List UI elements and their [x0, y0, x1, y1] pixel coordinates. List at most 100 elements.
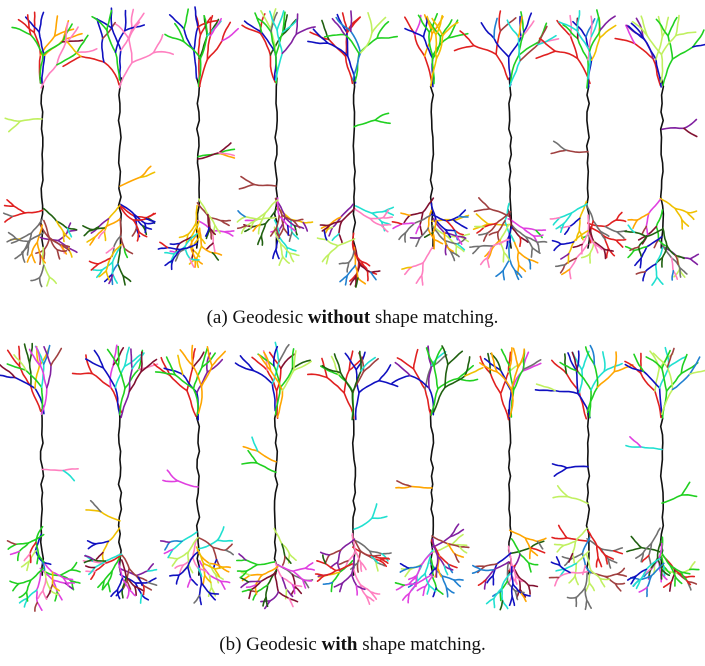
basal-dendrite: [690, 254, 698, 258]
oblique-dendrite: [63, 471, 74, 481]
apical-dendrite: [296, 14, 297, 34]
basal-dendrite: [587, 600, 591, 608]
basal-dendrite: [553, 241, 562, 245]
basal-dendrite: [550, 218, 559, 219]
apical-dendrite: [592, 38, 600, 60]
basal-dendrite: [357, 586, 358, 595]
basal-dendrite: [425, 573, 429, 585]
basal-dendrite: [530, 550, 531, 559]
apical-dendrite: [120, 50, 121, 78]
apical-dendrite: [436, 35, 437, 59]
apical-dendrite: [35, 366, 39, 389]
basal-dendrite: [642, 226, 646, 234]
basal-dendrite: [316, 574, 325, 576]
apical-dendrite: [194, 27, 198, 50]
basal-dendrite: [573, 245, 582, 248]
basal-dendrite: [177, 575, 179, 584]
basal-dendrite: [339, 221, 342, 234]
basal-dendrite: [108, 583, 110, 592]
oblique-dendrite: [217, 527, 224, 540]
basal-dendrite: [371, 271, 380, 272]
basal-dendrite: [148, 578, 156, 582]
apical-dendrite: [576, 371, 578, 394]
basal-dendrite: [7, 200, 14, 206]
basal-dendrite: [568, 597, 577, 598]
apical-dendrite: [141, 352, 142, 372]
basal-dendrite: [436, 556, 438, 568]
apical-dendrite: [499, 11, 500, 31]
basal-dendrite: [321, 552, 330, 555]
apical-dendrite: [514, 348, 518, 367]
basal-dendrite: [605, 574, 617, 576]
apical-dendrite: [47, 365, 51, 388]
oblique-dendrite: [510, 548, 531, 554]
oblique-dendrite: [354, 120, 375, 127]
basal-dendrite: [305, 568, 314, 570]
apical-dendrite: [121, 392, 129, 418]
basal-dendrite: [657, 277, 663, 284]
basal-dendrite: [481, 258, 488, 265]
basal-dendrite: [420, 225, 422, 234]
basal-dendrite: [71, 563, 76, 570]
basal-dendrite: [202, 583, 210, 593]
basal-dendrite: [173, 541, 182, 549]
apical-dendrite: [597, 372, 614, 388]
basal-dendrite: [206, 243, 213, 249]
basal-dendrite: [122, 560, 127, 577]
oblique-dendrite: [682, 482, 690, 495]
basal-dendrite: [108, 528, 119, 541]
basal-dendrite: [347, 263, 348, 272]
basal-dendrite: [473, 247, 479, 254]
basal-dendrite: [141, 594, 148, 600]
oblique-dendrite: [254, 185, 276, 187]
basal-dendrite: [194, 596, 199, 603]
basal-dendrite: [170, 541, 182, 542]
basal-dendrite: [481, 570, 494, 571]
basal-dendrite: [434, 240, 442, 244]
caption-label: (a): [207, 307, 228, 328]
apical-dendrite: [474, 46, 496, 55]
apical-dendrite: [501, 394, 509, 420]
basal-dendrite: [358, 278, 365, 284]
basal-dendrite: [43, 579, 46, 591]
basal-dendrite: [343, 574, 352, 583]
basal-dendrite: [339, 263, 348, 264]
apical-dendrite: [308, 41, 328, 43]
apical-dendrite: [438, 379, 458, 389]
basal-dendrite: [27, 592, 28, 601]
basal-dendrite: [250, 575, 263, 576]
basal-dendrite: [148, 583, 157, 586]
basal-dendrite: [518, 252, 519, 265]
apical-dendrite: [184, 9, 188, 29]
basal-dendrite: [493, 576, 494, 585]
basal-dendrite: [422, 263, 423, 276]
basal-dendrite: [617, 568, 624, 574]
basal-dendrite: [485, 564, 497, 567]
basal-dendrite: [32, 242, 38, 254]
apical-dendrite: [345, 353, 356, 369]
oblique-dendrite: [479, 198, 490, 209]
basal-dendrite: [57, 592, 62, 600]
basal-dendrite: [597, 558, 599, 567]
apical-dendrite: [73, 373, 93, 374]
basal-dendrite: [60, 570, 71, 576]
basal-dendrite: [575, 576, 578, 585]
neuron-trunk: [587, 410, 590, 575]
basal-dendrite: [614, 551, 623, 554]
apical-dendrite: [676, 32, 696, 35]
neuron-trunk: [661, 78, 664, 248]
basal-dendrite: [576, 588, 584, 597]
basal-dendrite: [651, 528, 660, 543]
basal-dendrite: [605, 227, 617, 232]
basal-dendrite: [191, 579, 197, 586]
oblique-dendrite: [454, 220, 467, 228]
page: (a) Geodesic without shape matching. (b)…: [0, 0, 705, 666]
basal-dendrite: [172, 559, 177, 566]
basal-dendrite: [161, 541, 170, 542]
basal-dendrite: [616, 213, 622, 220]
basal-dendrite: [675, 577, 676, 586]
oblique-dendrite: [474, 209, 489, 212]
basal-dendrite: [288, 226, 289, 235]
basal-dendrite: [531, 248, 532, 257]
basal-dendrite: [210, 230, 212, 239]
